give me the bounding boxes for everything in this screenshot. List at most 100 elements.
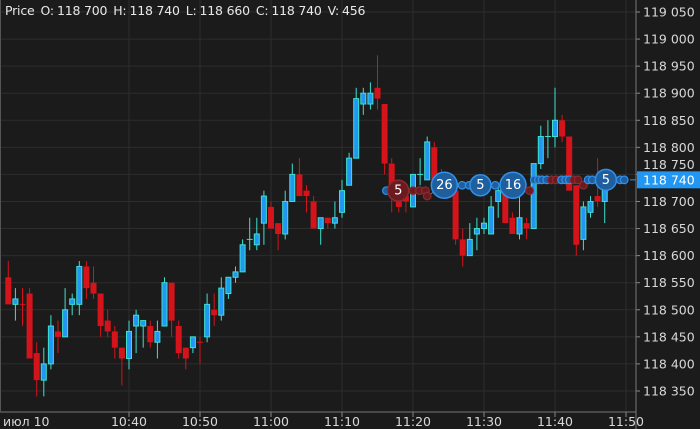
candle-body-bullish <box>289 173 296 202</box>
candle-body-bullish <box>353 98 360 159</box>
open-label: O: <box>40 3 55 18</box>
y-axis-label: 118 850 <box>643 113 695 128</box>
y-axis-label: 119 050 <box>643 5 695 20</box>
x-axis-label: 11:00 <box>253 414 289 429</box>
candle-body-bullish <box>69 298 76 305</box>
candle-body-bullish <box>40 363 47 381</box>
candle-body-bullish <box>140 320 147 327</box>
y-axis-label: 118 350 <box>643 383 695 398</box>
buy-trade-marker[interactable] <box>619 175 629 185</box>
high-value: 118 740 <box>129 3 180 18</box>
x-axis-label: 11:30 <box>466 414 502 429</box>
candle-body-bullish <box>154 330 161 343</box>
x-axis-date-label: июл 10 <box>3 414 50 429</box>
buy-trade-marker[interactable] <box>490 180 500 190</box>
y-axis-label: 118 450 <box>643 329 695 344</box>
y-axis-label: 118 900 <box>643 86 695 101</box>
x-axis-label: 11:20 <box>395 414 431 429</box>
candle-body-bearish <box>296 174 303 197</box>
candle-body-bearish <box>268 206 274 229</box>
last-price-label: 118 740 <box>643 172 695 187</box>
candle-body-bullish <box>488 206 495 235</box>
candle-body-bullish <box>530 163 537 230</box>
buy-trade-marker[interactable] <box>499 171 527 199</box>
candle-body-bullish <box>580 206 587 240</box>
candle-body-bullish <box>76 265 83 305</box>
candle-body-bearish <box>324 217 331 224</box>
candle-body-bullish <box>516 217 523 235</box>
candle-body-bearish <box>459 239 466 256</box>
candle-body-bullish <box>360 92 367 105</box>
candle-body-bullish <box>466 238 473 257</box>
candle-body-bullish <box>339 190 345 213</box>
candle-body-bullish <box>317 217 324 230</box>
y-axis-label: 118 950 <box>643 59 695 74</box>
candle-body-bullish <box>537 136 544 165</box>
candle-body-bullish <box>587 200 594 213</box>
candle-body-bullish <box>189 336 196 349</box>
candle-body-bearish <box>594 196 601 202</box>
low-label: L: <box>185 3 197 18</box>
sell-trade-marker[interactable] <box>525 186 534 196</box>
candle-body-bullish <box>126 330 132 359</box>
candle-body-bearish <box>90 282 97 294</box>
candle-body-bearish <box>147 326 154 343</box>
ohlc-legend: Price O: 118 700 H: 118 740 L: 118 660 C: 118 74… <box>5 3 371 18</box>
candle-body-bearish <box>168 282 175 321</box>
high-label: H: <box>113 3 127 18</box>
sell-trade-marker[interactable] <box>579 180 588 190</box>
candle-body-bullish <box>225 276 232 295</box>
buy-trade-marker[interactable] <box>457 180 467 190</box>
candle-body-bearish <box>310 201 317 229</box>
instrument-name: Price <box>5 3 35 18</box>
open-value: 118 700 <box>56 3 108 18</box>
candle-body-bullish <box>552 119 558 138</box>
sell-trade-marker[interactable] <box>422 191 432 201</box>
candle-body-bullish <box>62 309 69 338</box>
trade-size-label: 5 <box>476 178 484 193</box>
close-value: 118 740 <box>271 3 322 18</box>
candle-body-bullish <box>282 200 289 235</box>
y-axis-label: 118 750 <box>643 157 695 172</box>
y-axis-label: 118 600 <box>643 248 695 263</box>
candle-body-bearish <box>55 331 61 337</box>
trade-size-label: 5 <box>394 184 402 199</box>
candle-body-bearish <box>111 331 118 348</box>
candle-body-bearish <box>523 223 530 229</box>
candle-body-bullish <box>232 271 239 278</box>
candle-body-bearish <box>83 266 90 289</box>
volume-value: 456 <box>342 3 366 18</box>
candle-body-bearish <box>573 185 580 245</box>
volume-label: V: <box>327 3 340 18</box>
y-axis-label: 118 800 <box>643 140 695 155</box>
candle-body-bearish <box>211 309 218 316</box>
candle-body-bearish <box>275 223 282 234</box>
candle-body-bearish <box>175 326 182 354</box>
candle-body-bearish <box>26 293 33 359</box>
y-axis-label: 118 700 <box>643 194 695 209</box>
x-axis-label: 10:40 <box>111 414 147 429</box>
trade-size-label: 5 <box>602 173 610 188</box>
candle-body-bearish <box>5 277 12 305</box>
candle-body-bearish <box>559 120 566 137</box>
last-price-tag <box>637 171 700 189</box>
candle-body-bullish <box>346 157 353 186</box>
candle-body-bearish <box>97 293 104 327</box>
candle-body-bullish <box>133 314 140 327</box>
low-value: 118 660 <box>199 3 250 18</box>
candle-body-bearish <box>303 190 310 197</box>
candle-body-bearish <box>118 347 125 359</box>
candle-body-bearish <box>566 136 573 191</box>
buy-trade-marker[interactable] <box>430 171 459 199</box>
candle-body-bearish <box>502 190 509 224</box>
x-axis-label: 10:50 <box>182 414 218 429</box>
candle-body-bullish <box>424 141 431 181</box>
y-axis-label: 118 650 <box>643 221 695 236</box>
x-axis-label: 11:10 <box>324 414 360 429</box>
candle-body-bullish <box>260 195 267 224</box>
sell-trade-marker[interactable] <box>573 175 583 185</box>
close-label: C: <box>255 3 269 18</box>
y-axis-label: 118 500 <box>643 302 695 317</box>
